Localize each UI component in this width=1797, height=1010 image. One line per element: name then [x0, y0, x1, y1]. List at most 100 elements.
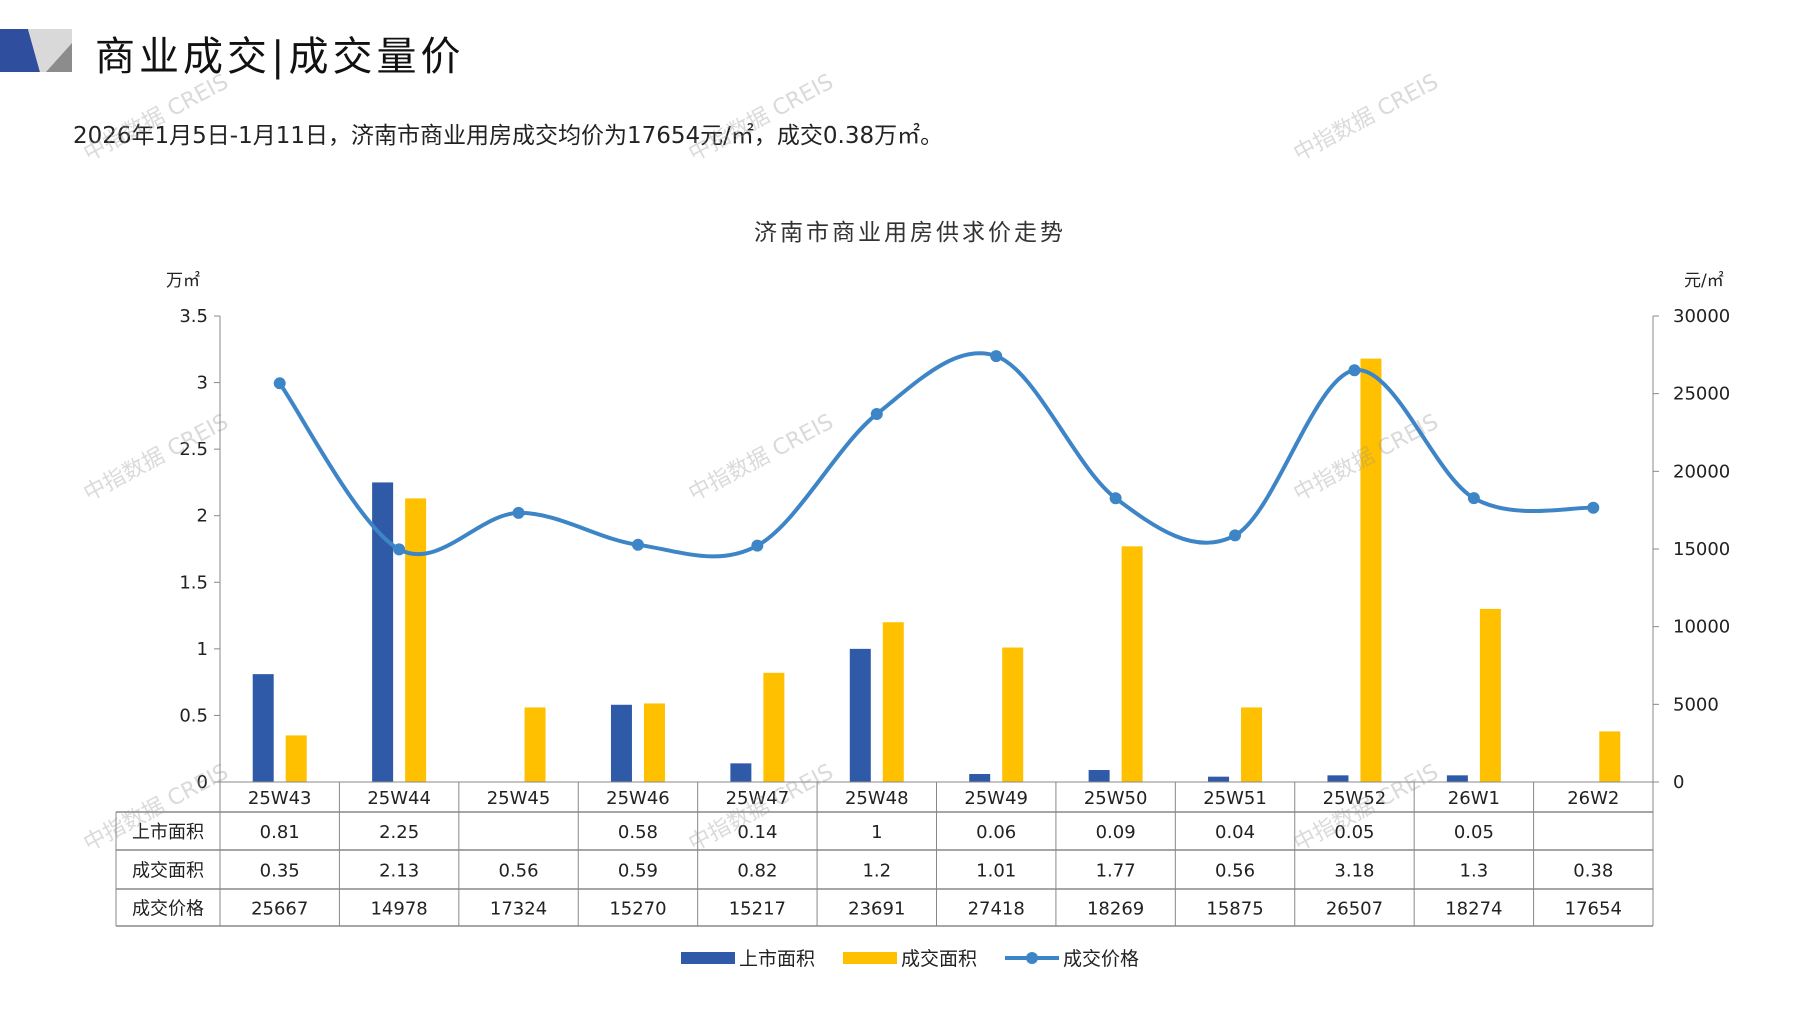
legend-item-sold-area: 成交面积: [842, 944, 977, 971]
bar-sold-area: [882, 622, 904, 782]
bar-listed-area: [1446, 775, 1468, 782]
bar-listed-area: [969, 774, 991, 782]
left-tick-label: 3.5: [179, 306, 208, 327]
data-label: 0.05: [1334, 822, 1374, 843]
bar-sold-area: [285, 735, 307, 782]
data-label: 1: [871, 822, 882, 843]
legend-item-listed: 上市面积: [680, 944, 815, 971]
price-point: [1587, 501, 1600, 514]
data-label: 1.77: [1096, 861, 1136, 882]
price-point: [1467, 492, 1480, 505]
bar-sold-area: [1121, 546, 1143, 782]
legend-label: 成交面积: [900, 948, 977, 970]
category-label: 25W48: [845, 788, 909, 809]
data-label: 18269: [1087, 899, 1144, 920]
data-label: 1.01: [976, 861, 1016, 882]
category-label: 25W47: [726, 788, 790, 809]
header-logo-icon: [0, 29, 72, 72]
data-label: 26507: [1326, 899, 1383, 920]
data-label: 15270: [609, 899, 666, 920]
summary-text: 2026年1月5日-1月11日，济南市商业用房成交均价为17654元/㎡，成交0…: [73, 123, 944, 149]
bar-listed-area: [1208, 776, 1230, 782]
row-header: 成交面积: [132, 861, 204, 882]
data-label: 0.56: [1215, 861, 1255, 882]
category-label: 25W51: [1203, 788, 1267, 809]
price-point: [1229, 529, 1242, 542]
page-title: 商业成交|成交量价: [95, 34, 465, 80]
data-label: 0.35: [260, 861, 300, 882]
bar-sold-area: [405, 498, 427, 782]
price-point: [1109, 492, 1122, 505]
price-point: [512, 506, 525, 519]
right-tick-label: 20000: [1673, 461, 1730, 482]
right-tick-label: 0: [1673, 772, 1684, 793]
data-label: 25667: [251, 899, 308, 920]
data-label: 17654: [1565, 899, 1622, 920]
data-label: 0.05: [1454, 822, 1494, 843]
left-tick-label: 0: [197, 772, 208, 793]
data-label: 0.58: [618, 822, 658, 843]
data-label: 0.59: [618, 861, 658, 882]
category-label: 26W1: [1448, 788, 1500, 809]
legend-label: 成交价格: [1063, 948, 1140, 970]
bar-listed-area: [252, 674, 274, 782]
data-label: 0.56: [499, 861, 539, 882]
right-tick-label: 5000: [1673, 694, 1719, 715]
row-header: 上市面积: [132, 822, 204, 843]
bar-listed-area: [610, 704, 632, 782]
legend-label: 上市面积: [738, 948, 815, 970]
chart-title: 济南市商业用房供求价走势: [754, 220, 1066, 246]
category-label: 25W44: [367, 788, 431, 809]
left-tick-label: 1: [197, 639, 208, 660]
data-label: 17324: [490, 899, 547, 920]
data-label: 1.2: [862, 861, 891, 882]
category-label: 26W2: [1567, 788, 1619, 809]
data-label: 23691: [848, 899, 905, 920]
data-label: 3.18: [1334, 861, 1374, 882]
bar-sold-area: [524, 707, 546, 782]
data-label: 0.81: [260, 822, 300, 843]
bar-sold-area: [1241, 707, 1263, 782]
left-tick-label: 0.5: [179, 705, 208, 726]
price-point: [751, 539, 764, 552]
left-tick-label: 3: [197, 373, 208, 394]
bar-sold-area: [1360, 358, 1382, 782]
data-label: 15217: [729, 899, 786, 920]
price-point: [1348, 364, 1361, 377]
data-label: 2.13: [379, 861, 419, 882]
right-tick-label: 30000: [1673, 306, 1730, 327]
price-point: [631, 538, 644, 551]
price-point: [393, 543, 406, 556]
bar-sold-area: [1002, 647, 1024, 782]
right-tick-label: 25000: [1673, 384, 1730, 405]
legend-item-price: 成交价格: [1005, 944, 1139, 971]
data-label: 0.14: [737, 822, 777, 843]
data-label: 18274: [1445, 899, 1502, 920]
bar-listed-area: [730, 763, 752, 782]
bar-listed-area: [1088, 770, 1110, 782]
bar-sold-area: [643, 703, 665, 782]
bar-listed-area: [1327, 775, 1349, 782]
left-tick-label: 1.5: [179, 572, 208, 593]
category-label: 25W46: [606, 788, 670, 809]
legend-line-marker-icon: [1005, 951, 1059, 964]
row-header: 成交价格: [132, 899, 204, 920]
data-label: 2.25: [379, 822, 419, 843]
data-label: 14978: [370, 899, 427, 920]
left-tick-label: 2: [197, 506, 208, 527]
bar-sold-area: [1479, 608, 1501, 782]
price-point: [273, 377, 286, 390]
data-label: 27418: [968, 899, 1025, 920]
data-label: 0.38: [1573, 861, 1613, 882]
data-label: 0.06: [976, 822, 1016, 843]
left-tick-label: 2.5: [179, 439, 208, 460]
price-point: [870, 407, 883, 420]
data-label: 0.04: [1215, 822, 1255, 843]
bar-sold-area: [763, 672, 785, 782]
data-label: 1.3: [1460, 861, 1489, 882]
category-label: 25W45: [487, 788, 551, 809]
price-line: [278, 351, 1594, 559]
bar-listed-area: [372, 482, 394, 782]
bar-listed-area: [849, 648, 871, 782]
